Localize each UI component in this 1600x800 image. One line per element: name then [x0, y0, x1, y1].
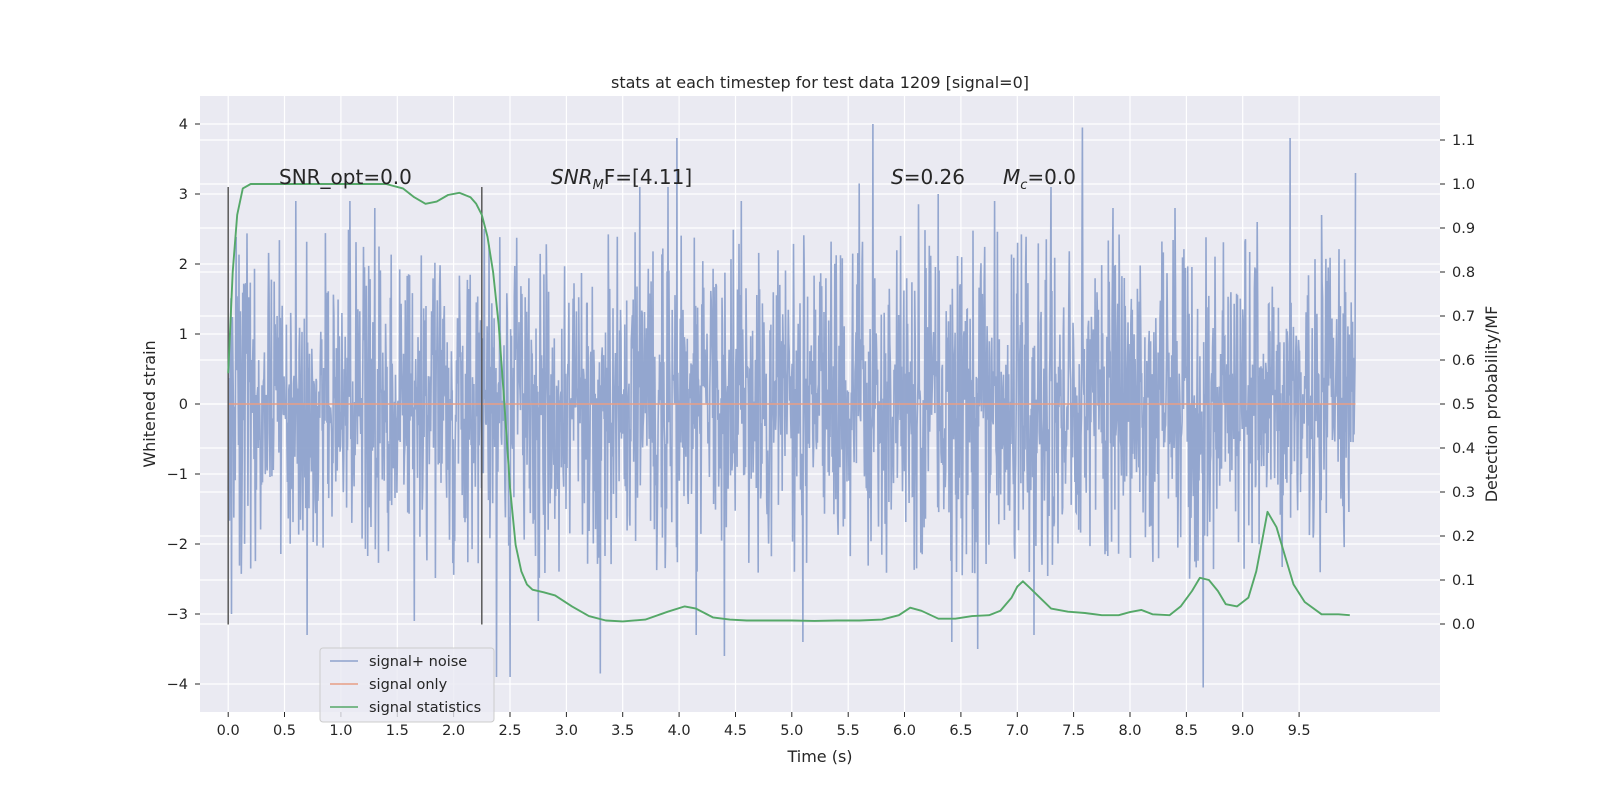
- left-y-tick-label: −3: [167, 607, 188, 623]
- chart-title: stats at each timestep for test data 120…: [611, 73, 1029, 92]
- s-main: S: [891, 165, 904, 189]
- x-tick-label: 6.5: [949, 723, 972, 739]
- annotation-snr-opt: SNR_opt=0.0: [279, 165, 412, 189]
- right-y-tick-label: 0.6: [1452, 353, 1475, 369]
- right-y-tick-label: 0.8: [1452, 265, 1475, 281]
- x-tick-label: 9.5: [1288, 723, 1311, 739]
- x-tick-label: 5.0: [780, 723, 803, 739]
- left-y-tick-label: 4: [179, 117, 188, 133]
- x-tick-label: 8.0: [1118, 723, 1141, 739]
- x-tick-label: 7.0: [1006, 723, 1029, 739]
- x-axis-label: Time (s): [786, 747, 852, 766]
- x-tick-label: 7.5: [1062, 723, 1085, 739]
- right-y-tick-label: 1.0: [1452, 177, 1475, 193]
- signal-noise-series: [227, 123, 1357, 688]
- legend: signal+ noise signal only signal statist…: [319, 647, 495, 723]
- x-tick-label: 1.0: [329, 723, 352, 739]
- right-y-tick-label: 0.2: [1452, 529, 1475, 545]
- x-tick-label: 2.0: [442, 723, 465, 739]
- right-y-axis-ticks: 0.0 0.1 0.2 0.3 0.4 0.5 0.6 0.7 0.8 0.9 1.0 1.1: [1440, 133, 1475, 633]
- left-y-tick-label: 3: [179, 187, 188, 203]
- annotation-snr-mf: SNRMF=[4.11]: [551, 165, 692, 193]
- left-y-axis-label: Whitened strain: [140, 340, 159, 467]
- left-y-tick-label: −2: [167, 537, 188, 553]
- right-y-tick-label: 0.5: [1452, 397, 1475, 413]
- right-y-tick-label: 0.9: [1452, 221, 1475, 237]
- vertical-markers: [227, 187, 483, 625]
- left-y-tick-label: 1: [179, 327, 188, 343]
- s-rest: =0.26: [904, 165, 965, 189]
- left-y-tick-label: −4: [167, 677, 188, 693]
- right-y-tick-label: 0.7: [1452, 309, 1475, 325]
- signal-statistics-line: [227, 183, 1350, 623]
- left-y-axis-ticks: −4 −3 −2 −1 0 1 2 3 4: [167, 117, 200, 693]
- x-tick-label: 3.0: [555, 723, 578, 739]
- legend-label-signal-only: signal only: [369, 677, 448, 693]
- snr-mf-main: SNR: [551, 165, 593, 189]
- x-tick-label: 4.5: [724, 723, 747, 739]
- x-axis-ticks: 0.0 0.5 1.0 1.5 2.0 2.5 3.0 3.5 4.0 4.5 5.0 5.5 6.0 6…: [217, 712, 1311, 739]
- right-y-tick-label: 0.0: [1452, 617, 1475, 633]
- right-y-tick-label: 0.1: [1452, 573, 1475, 589]
- x-tick-label: 1.5: [386, 723, 409, 739]
- signal-statistics-series: [227, 183, 1350, 623]
- x-tick-label: 5.5: [837, 723, 860, 739]
- legend-label-signal-noise: signal+ noise: [369, 654, 467, 670]
- right-y-tick-label: 0.3: [1452, 485, 1475, 501]
- annotation-mc: Mc=0.0: [1003, 165, 1076, 193]
- x-tick-label: 0.5: [273, 723, 296, 739]
- x-tick-label: 9.0: [1231, 723, 1254, 739]
- x-tick-label: 0.0: [217, 723, 240, 739]
- mc-main: M: [1003, 165, 1020, 189]
- left-y-tick-label: 0: [179, 397, 188, 413]
- left-y-tick-label: −1: [167, 467, 188, 483]
- x-tick-label: 6.0: [893, 723, 916, 739]
- snr-mf-rest: F=[4.11]: [604, 165, 692, 189]
- right-y-axis-label: Detection probability/MF: [1482, 306, 1501, 503]
- right-y-tick-label: 1.1: [1452, 133, 1475, 149]
- legend-label-signal-statistics: signal statistics: [369, 700, 481, 716]
- mc-sub: c: [1020, 178, 1027, 193]
- x-tick-label: 8.5: [1175, 723, 1198, 739]
- annotation-s: S=0.26: [891, 165, 965, 189]
- signal-noise-line: [227, 123, 1357, 688]
- left-y-tick-label: 2: [179, 257, 188, 273]
- x-tick-label: 2.5: [498, 723, 521, 739]
- legend-box: [319, 647, 495, 723]
- right-y-tick-label: 0.4: [1452, 441, 1475, 457]
- x-tick-label: 4.0: [668, 723, 691, 739]
- mc-rest: =0.0: [1027, 165, 1076, 189]
- x-tick-label: 3.5: [611, 723, 634, 739]
- snr-mf-sub: M: [593, 178, 604, 193]
